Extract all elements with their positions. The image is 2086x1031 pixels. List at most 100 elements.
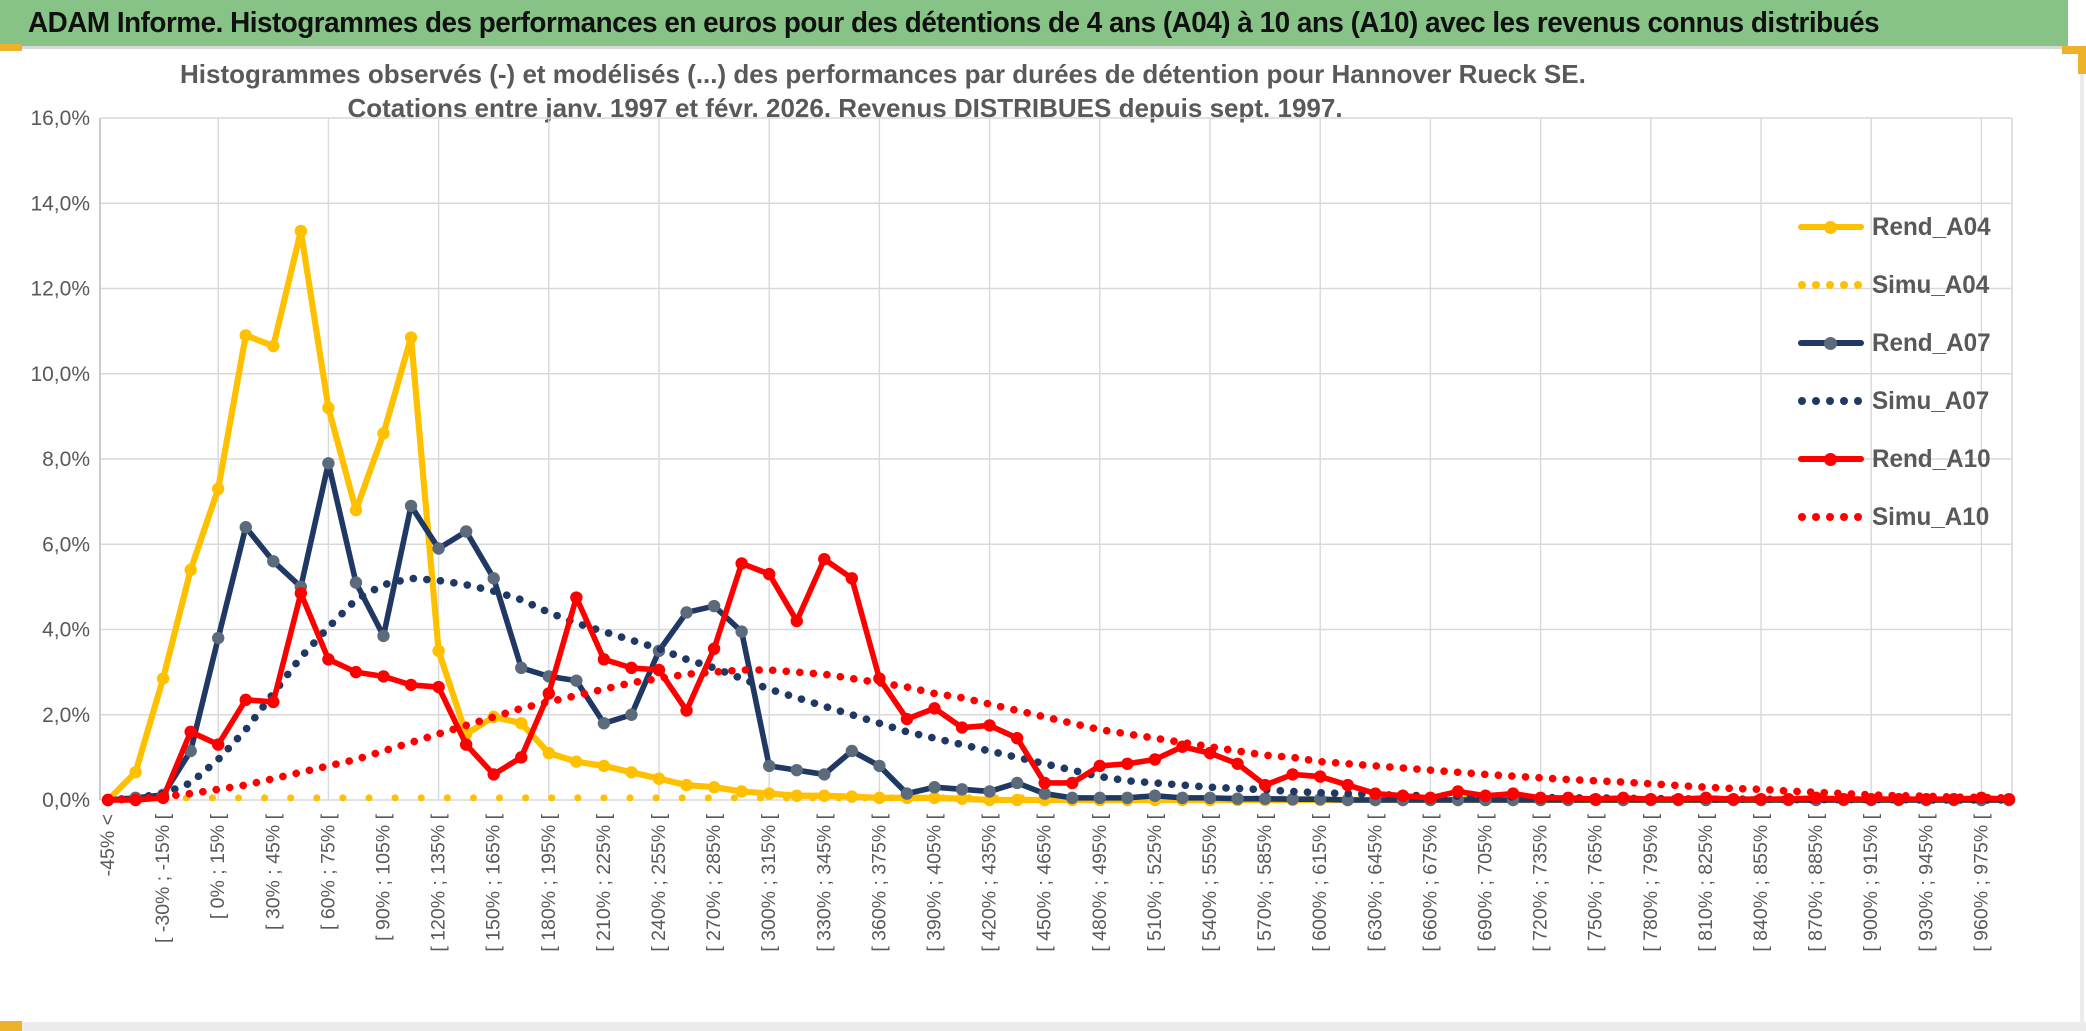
marker-Rend_A04	[129, 766, 142, 779]
marker-Rend_A10	[1699, 791, 1713, 805]
series-Rend_A10	[101, 552, 2016, 807]
x-tick-label: -45% <	[97, 814, 119, 876]
marker-Rend_A04	[239, 329, 252, 342]
legend-item-Simu_A10[interactable]: Simu_A10	[1798, 498, 2028, 536]
window-title: ADAM Informe. Histogrammes des performan…	[28, 6, 1880, 39]
marker-Rend_A04	[955, 792, 969, 805]
marker-Rend_A10	[1038, 776, 1051, 790]
legend-item-Rend_A07[interactable]: Rend_A07	[1798, 324, 2028, 362]
marker-Rend_A10	[1121, 757, 1134, 770]
x-tick-label: [ 120% ; 135% [	[428, 813, 450, 951]
selection-handle-bottom-left[interactable]	[0, 1021, 22, 1031]
legend-marker-dot	[1824, 337, 1837, 350]
legend-dot	[1854, 397, 1862, 405]
marker-Rend_A04	[212, 482, 225, 496]
y-tick-label: 12,0%	[30, 278, 90, 301]
legend-dot	[1854, 513, 1862, 521]
selection-handle-top-right-v[interactable]	[2078, 46, 2086, 74]
marker-Rend_A04	[790, 789, 803, 802]
legend-line-icon	[1798, 452, 1864, 466]
marker-Rend_A07	[322, 457, 335, 470]
marker-Rend_A04	[322, 401, 335, 415]
marker-Rend_A04	[515, 717, 528, 730]
legend-dot	[1840, 281, 1848, 289]
marker-Rend_A10	[1451, 785, 1465, 798]
marker-Rend_A07	[735, 625, 748, 638]
marker-Rend_A04	[294, 224, 308, 238]
legend-label: Rend_A07	[1872, 328, 1991, 357]
marker-Rend_A04	[404, 331, 418, 344]
marker-Rend_A10	[1341, 778, 1354, 792]
legend-label: Simu_A10	[1872, 502, 1990, 531]
x-tick-label: [ 840% ; 855% [	[1750, 813, 1772, 951]
marker-Rend_A07	[212, 631, 225, 645]
legend-item-Simu_A04[interactable]: Simu_A04	[1798, 266, 2028, 304]
marker-Rend_A04	[680, 778, 693, 792]
header-divider	[0, 46, 2086, 49]
marker-Rend_A07	[1038, 787, 1051, 800]
legend-item-Simu_A07[interactable]: Simu_A07	[1798, 382, 2028, 420]
marker-Rend_A07	[459, 525, 473, 538]
marker-Rend_A04	[597, 759, 611, 773]
x-axis-labels: -45% < [ -30% ; -15% [[ 0% ; 15% [[ 30% ;…	[97, 813, 1992, 951]
legend-item-Rend_A04[interactable]: Rend_A04	[1798, 208, 2028, 246]
legend-dotted-icon	[1798, 394, 1864, 408]
x-tick-label: [ 870% ; 885% [	[1805, 813, 1827, 951]
legend-label: Simu_A07	[1872, 386, 1990, 415]
chart-title-line1: Histogrammes observés (-) et modélisés (…	[180, 59, 1586, 89]
marker-Rend_A10	[404, 678, 418, 692]
x-tick-label: [ 960% ; 975% [	[1970, 813, 1992, 951]
marker-Rend_A10	[1644, 792, 1658, 806]
marker-Rend_A10	[1231, 757, 1244, 770]
marker-Rend_A10	[294, 587, 308, 600]
marker-Rend_A07	[1176, 791, 1189, 805]
marker-Rend_A10	[900, 712, 914, 726]
marker-Rend_A10	[377, 670, 390, 683]
x-tick-label: [ 90% ; 105% [	[373, 813, 395, 940]
marker-Rend_A10	[267, 695, 280, 709]
x-tick-label: [ 60% ; 75% [	[317, 813, 339, 930]
x-tick-label: [ 150% ; 165% [	[483, 813, 505, 951]
gridlines	[99, 117, 2013, 801]
marker-Rend_A10	[1837, 792, 1850, 806]
x-tick-label: [ 450% ; 465% [	[1034, 813, 1056, 951]
x-tick-label: [ 600% ; 615% [	[1309, 813, 1331, 951]
marker-Rend_A07	[597, 717, 611, 730]
marker-Rend_A10	[1066, 776, 1079, 790]
x-tick-label: [ 420% ; 435% [	[979, 813, 1001, 951]
legend-label: Rend_A04	[1872, 212, 1991, 241]
x-tick-label: [ 660% ; 675% [	[1419, 813, 1441, 951]
marker-Rend_A07	[983, 785, 996, 798]
marker-Rend_A10	[763, 567, 776, 581]
legend-dot	[1826, 397, 1834, 405]
legend-line-icon	[1798, 336, 1864, 350]
marker-Rend_A07	[818, 768, 831, 781]
legend-item-Rend_A10[interactable]: Rend_A10	[1798, 440, 2028, 478]
marker-Rend_A10	[707, 642, 721, 655]
legend-marker-dot	[1824, 453, 1837, 466]
bottom-scroll-strip[interactable]	[0, 1022, 2086, 1031]
marker-Rend_A07	[404, 499, 418, 513]
marker-Rend_A04	[928, 791, 941, 805]
marker-Rend_A07	[763, 759, 776, 773]
legend-dotted-icon	[1798, 278, 1864, 292]
selection-handle-top-left[interactable]	[0, 44, 22, 51]
marker-Rend_A10	[818, 552, 831, 566]
series-line-Rend_A07	[107, 460, 2009, 803]
selection-handle-top-right-h[interactable]	[2062, 46, 2086, 54]
y-tick-label: 16,0%	[30, 107, 90, 130]
x-tick-label: [ 810% ; 825% [	[1695, 813, 1717, 951]
y-tick-label: 14,0%	[30, 192, 90, 215]
legend-label: Simu_A04	[1872, 270, 1990, 299]
x-tick-label: [ 900% ; 915% [	[1860, 813, 1882, 951]
marker-Rend_A04	[349, 503, 363, 517]
marker-Rend_A10	[1727, 792, 1740, 806]
marker-Rend_A10	[1148, 753, 1162, 766]
marker-Rend_A10	[1506, 787, 1520, 800]
x-tick-label: [ 540% ; 555% [	[1199, 813, 1221, 951]
window-title-bar: ADAM Informe. Histogrammes des performan…	[0, 0, 2068, 46]
legend-dot	[1826, 281, 1834, 289]
series-Rend_A04	[101, 224, 2016, 807]
x-tick-label: [ 630% ; 645% [	[1364, 813, 1386, 951]
legend-dotted-icon	[1798, 510, 1864, 524]
